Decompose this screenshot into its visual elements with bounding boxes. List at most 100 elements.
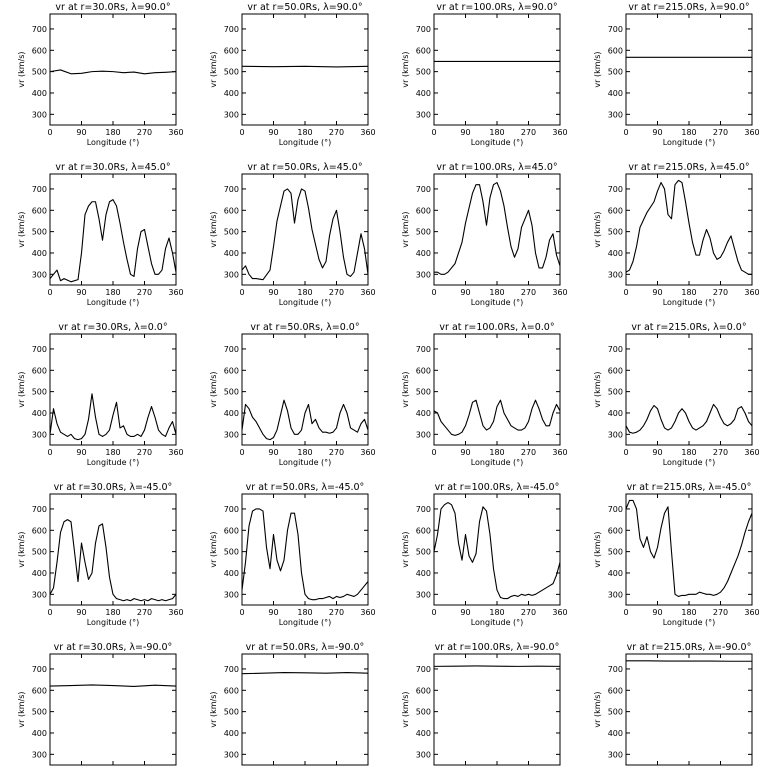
x-tick-label: 180 [681, 288, 696, 297]
x-tick-label: 270 [137, 288, 152, 297]
x-axis-label: Longitude (°) [471, 458, 524, 467]
plot-frame [625, 493, 753, 606]
y-tick-label: 500 [416, 388, 431, 397]
x-tick-label: 0 [623, 288, 628, 297]
x-tick-label: 270 [329, 608, 344, 617]
x-tick-label: 270 [713, 128, 728, 137]
y-tick-label: 400 [32, 89, 47, 98]
y-tick-label: 700 [416, 665, 431, 674]
y-tick-label: 400 [224, 729, 239, 738]
plot-frame [241, 493, 369, 606]
x-tick-label: 0 [239, 288, 244, 297]
y-tick-label: 500 [416, 68, 431, 77]
x-tick-label: 180 [105, 128, 120, 137]
x-axis-label: Longitude (°) [87, 618, 140, 627]
y-tick-label: 600 [416, 206, 431, 215]
y-axis-label: vr (km/s) [401, 691, 410, 727]
x-axis-label: Longitude (°) [87, 298, 140, 307]
y-tick-label: 400 [608, 569, 623, 578]
y-tick-label: 400 [416, 89, 431, 98]
y-tick-label: 600 [224, 526, 239, 535]
x-tick-label: 90 [268, 288, 278, 297]
y-tick-label: 300 [416, 590, 431, 599]
y-tick-label: 600 [416, 46, 431, 55]
y-tick-label: 500 [32, 228, 47, 237]
y-tick-label: 300 [32, 750, 47, 759]
y-tick-label: 400 [416, 569, 431, 578]
plot-frame [433, 653, 561, 766]
y-axis-label: vr (km/s) [17, 211, 26, 247]
series-line [49, 393, 177, 441]
panel-title: vr at r=215.0Rs, λ=0.0° [631, 322, 746, 333]
x-tick-label: 0 [623, 448, 628, 457]
y-tick-label: 700 [608, 665, 623, 674]
x-axis-label: Longitude (°) [279, 458, 332, 467]
y-tick-label: 400 [608, 409, 623, 418]
y-tick-label: 300 [32, 270, 47, 279]
panel-title: vr at r=30.0Rs, λ=-90.0° [54, 642, 173, 653]
y-tick-label: 700 [32, 25, 47, 34]
y-tick-label: 600 [608, 686, 623, 695]
y-axis-label: vr (km/s) [401, 531, 410, 567]
x-tick-label: 90 [76, 448, 86, 457]
x-tick-label: 180 [297, 448, 312, 457]
y-tick-label: 600 [608, 46, 623, 55]
x-tick-label: 180 [489, 288, 504, 297]
y-tick-label: 500 [32, 548, 47, 557]
y-tick-label: 500 [224, 68, 239, 77]
x-tick-label: 0 [431, 288, 436, 297]
plot-frame [625, 653, 753, 766]
y-tick-label: 300 [224, 590, 239, 599]
y-tick-label: 500 [608, 68, 623, 77]
series-line [241, 672, 369, 675]
y-tick-label: 600 [224, 686, 239, 695]
y-tick-label: 600 [224, 46, 239, 55]
x-tick-label: 270 [713, 608, 728, 617]
y-axis-label: vr (km/s) [593, 531, 602, 567]
plot-frame [625, 13, 753, 126]
plot-frame [241, 333, 369, 446]
x-axis-label: Longitude (°) [471, 138, 524, 147]
y-tick-label: 700 [224, 345, 239, 354]
y-tick-label: 600 [224, 366, 239, 375]
y-tick-label: 700 [32, 185, 47, 194]
y-axis-label: vr (km/s) [593, 371, 602, 407]
x-tick-label: 360 [168, 448, 183, 457]
x-tick-label: 360 [360, 128, 375, 137]
y-tick-label: 300 [608, 270, 623, 279]
panel-16: vr at r=215.0Rs, λ=-45.0° 300 400 500 600 700… [593, 482, 760, 627]
panel-title: vr at r=30.0Rs, λ=45.0° [55, 162, 170, 173]
x-tick-label: 180 [681, 448, 696, 457]
y-tick-label: 500 [224, 708, 239, 717]
plot-frame [625, 333, 753, 446]
y-tick-label: 300 [416, 430, 431, 439]
panel-title: vr at r=30.0Rs, λ=0.0° [58, 322, 167, 333]
y-tick-label: 400 [32, 249, 47, 258]
x-tick-label: 0 [239, 128, 244, 137]
y-tick-label: 600 [608, 366, 623, 375]
x-tick-label: 270 [521, 128, 536, 137]
x-tick-label: 270 [329, 288, 344, 297]
x-axis-label: Longitude (°) [87, 458, 140, 467]
y-tick-label: 300 [608, 590, 623, 599]
y-tick-label: 600 [32, 526, 47, 535]
series-line [241, 188, 369, 281]
x-tick-label: 90 [460, 128, 470, 137]
y-tick-label: 500 [224, 228, 239, 237]
x-axis-label: Longitude (°) [471, 618, 524, 627]
series-line [625, 403, 753, 434]
y-tick-label: 300 [608, 110, 623, 119]
x-tick-label: 0 [239, 448, 244, 457]
x-tick-label: 0 [431, 608, 436, 617]
x-tick-label: 360 [552, 128, 567, 137]
y-axis-label: vr (km/s) [17, 691, 26, 727]
y-axis-label: vr (km/s) [401, 51, 410, 87]
x-tick-label: 270 [521, 448, 536, 457]
x-tick-label: 180 [105, 288, 120, 297]
y-tick-label: 300 [224, 110, 239, 119]
y-tick-label: 600 [32, 206, 47, 215]
series-line [625, 499, 753, 598]
y-tick-label: 600 [32, 366, 47, 375]
y-axis-label: vr (km/s) [401, 211, 410, 247]
y-tick-label: 400 [224, 89, 239, 98]
